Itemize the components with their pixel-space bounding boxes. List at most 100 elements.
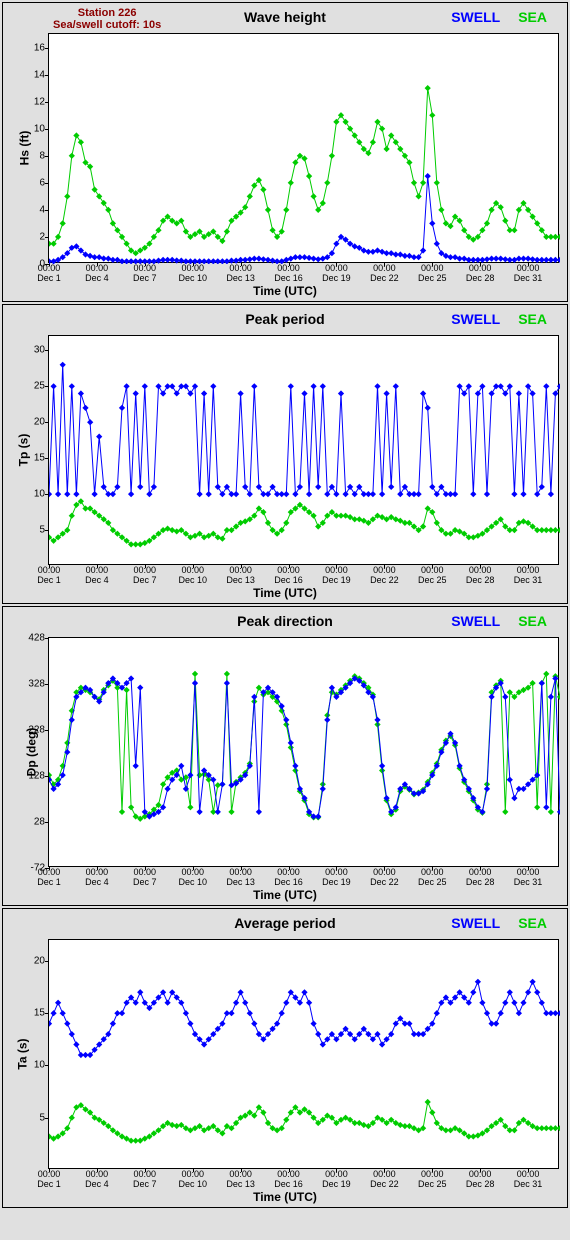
xtick: 00:00Dec 10 xyxy=(178,1170,207,1190)
xtick: 00:00Dec 13 xyxy=(226,1170,255,1190)
xtick: 00:00Dec 31 xyxy=(514,868,543,888)
xtick: 00:00Dec 1 xyxy=(37,1170,61,1190)
panel-title: Average period xyxy=(234,915,335,931)
plot-area: 024681012141600:00Dec 100:00Dec 400:00De… xyxy=(48,33,559,263)
plot-area: -722812822832842800:00Dec 100:00Dec 400:… xyxy=(48,637,559,867)
ytick: 25 xyxy=(34,381,45,392)
panel-header: Average period SWELL SEA xyxy=(3,911,567,939)
xtick: 00:00Dec 19 xyxy=(322,1170,351,1190)
xtick: 00:00Dec 25 xyxy=(418,1170,447,1190)
legend-sea: SEA xyxy=(518,613,547,629)
panel-peak-period: Peak period SWELL SEA Tp (s) 5101520253000:0… xyxy=(2,304,568,604)
xtick: 00:00Dec 28 xyxy=(466,566,495,586)
legend-sea: SEA xyxy=(518,915,547,931)
ytick: 30 xyxy=(34,345,45,356)
xtick: 00:00Dec 7 xyxy=(133,868,157,888)
ytick: 28 xyxy=(34,817,45,828)
panel-average-period: Average period SWELL SEA Ta (s) 510152000:00… xyxy=(2,908,568,1208)
xtick: 00:00Dec 22 xyxy=(370,566,399,586)
ytick: 228 xyxy=(28,725,45,736)
xtick: 00:00Dec 28 xyxy=(466,868,495,888)
station-info: Station 226Sea/swell cutoff: 10s xyxy=(53,7,161,31)
ytick: 16 xyxy=(34,42,45,53)
xlabel: Time (UTC) xyxy=(253,586,317,600)
ylabel: Tp (s) xyxy=(16,434,30,467)
ytick: 128 xyxy=(28,771,45,782)
xlabel: Time (UTC) xyxy=(253,888,317,902)
legend-swell: SWELL xyxy=(451,915,500,931)
ytick: 10 xyxy=(34,123,45,134)
ytick: 15 xyxy=(34,1008,45,1019)
ytick: 10 xyxy=(34,1060,45,1071)
ylabel: Ta (s) xyxy=(16,1038,30,1069)
xtick: 00:00Dec 4 xyxy=(85,566,109,586)
xtick: 00:00Dec 16 xyxy=(274,868,303,888)
ytick: 328 xyxy=(28,679,45,690)
ytick: 12 xyxy=(34,96,45,107)
ylabel: Hs (ft) xyxy=(17,131,31,166)
xlabel: Time (UTC) xyxy=(253,1190,317,1204)
xtick: 00:00Dec 13 xyxy=(226,264,255,284)
xtick: 00:00Dec 1 xyxy=(37,264,61,284)
panel-title: Peak period xyxy=(245,311,324,327)
ytick: 20 xyxy=(34,417,45,428)
xtick: 00:00Dec 25 xyxy=(418,566,447,586)
legend-swell: SWELL xyxy=(451,613,500,629)
xtick: 00:00Dec 4 xyxy=(85,868,109,888)
xtick: 00:00Dec 7 xyxy=(133,264,157,284)
xtick: 00:00Dec 4 xyxy=(85,1170,109,1190)
chart-svg xyxy=(49,34,560,264)
xtick: 00:00Dec 13 xyxy=(226,566,255,586)
panel-peak-direction: Peak directionSWELLSEADp (deg)-722812822… xyxy=(2,606,568,906)
legend-sea: SEA xyxy=(518,311,547,327)
xtick: 00:00Dec 31 xyxy=(514,1170,543,1190)
ytick: 15 xyxy=(34,453,45,464)
ytick: 14 xyxy=(34,69,45,80)
legend-swell: SWELL xyxy=(451,9,500,25)
legend: SWELL SEA xyxy=(451,9,547,25)
plot-area: 510152000:00Dec 100:00Dec 400:00Dec 700:… xyxy=(48,939,559,1169)
xtick: 00:00Dec 22 xyxy=(370,1170,399,1190)
xtick: 00:00Dec 16 xyxy=(274,1170,303,1190)
legend: SWELL SEA xyxy=(451,311,547,327)
xtick: 00:00Dec 10 xyxy=(178,868,207,888)
legend: SWELL SEA xyxy=(451,613,547,629)
xtick: 00:00Dec 19 xyxy=(322,566,351,586)
xtick: 00:00Dec 31 xyxy=(514,264,543,284)
chart-svg xyxy=(49,940,560,1170)
chart-svg xyxy=(49,336,560,566)
xtick: 00:00Dec 1 xyxy=(37,566,61,586)
xtick: 00:00Dec 1 xyxy=(37,868,61,888)
xtick: 00:00Dec 4 xyxy=(85,264,109,284)
panel-header: Peak direction SWELL SEA xyxy=(3,609,567,637)
ytick: 428 xyxy=(28,633,45,644)
xtick: 00:00Dec 31 xyxy=(514,566,543,586)
xtick: 00:00Dec 16 xyxy=(274,566,303,586)
cutoff-text: Sea/swell cutoff: 10s xyxy=(53,19,161,31)
xlabel: Time (UTC) xyxy=(253,284,317,298)
xtick: 00:00Dec 22 xyxy=(370,264,399,284)
xtick: 00:00Dec 28 xyxy=(466,264,495,284)
station-id: Station 226 xyxy=(53,7,161,19)
plot-area: 5101520253000:00Dec 100:00Dec 400:00Dec … xyxy=(48,335,559,565)
xtick: 00:00Dec 19 xyxy=(322,868,351,888)
chart-svg xyxy=(49,638,560,868)
xtick: 00:00Dec 16 xyxy=(274,264,303,284)
xtick: 00:00Dec 7 xyxy=(133,1170,157,1190)
xtick: 00:00Dec 25 xyxy=(418,868,447,888)
panel-title: Wave height xyxy=(244,9,326,25)
ytick: 20 xyxy=(34,955,45,966)
xtick: 00:00Dec 7 xyxy=(133,566,157,586)
legend-swell: SWELL xyxy=(451,311,500,327)
ytick: 10 xyxy=(34,489,45,500)
panel-header: Peak period SWELL SEA xyxy=(3,307,567,335)
xtick: 00:00Dec 19 xyxy=(322,264,351,284)
panel-header: Station 226Sea/swell cutoff: 10s Wave hei… xyxy=(3,5,567,33)
legend: SWELL SEA xyxy=(451,915,547,931)
legend-sea: SEA xyxy=(518,9,547,25)
panel-wave-height: Station 226Sea/swell cutoff: 10s Wave hei… xyxy=(2,2,568,302)
xtick: 00:00Dec 28 xyxy=(466,1170,495,1190)
xtick: 00:00Dec 13 xyxy=(226,868,255,888)
xtick: 00:00Dec 10 xyxy=(178,566,207,586)
panel-title: Peak direction xyxy=(237,613,333,629)
